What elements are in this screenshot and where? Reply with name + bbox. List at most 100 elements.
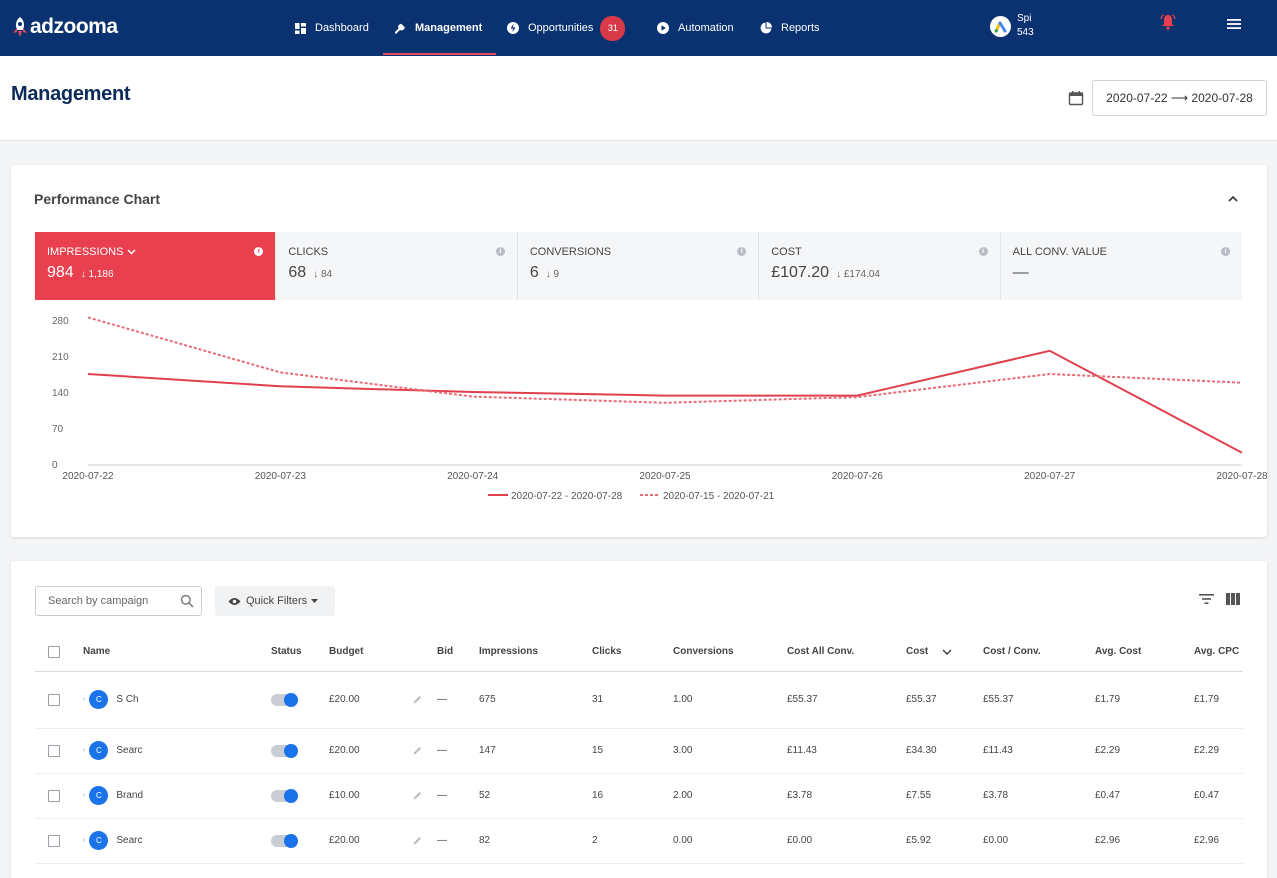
metric-label: ALL CONV. VALUE xyxy=(1012,246,1107,258)
column-header-avg-cost[interactable]: Avg. Cost xyxy=(1095,633,1194,672)
expand-caret-icon[interactable]: › xyxy=(83,792,86,799)
nav-item-reports[interactable]: Reports xyxy=(749,0,839,56)
budget-value: £10.00 xyxy=(329,790,360,802)
avg-cpc-cell: £0.47 xyxy=(1194,773,1243,819)
column-header-status[interactable]: Status xyxy=(271,633,329,672)
campaign-name[interactable]: S Ch xyxy=(116,694,139,705)
metric-tab-conversions[interactable]: CONVERSIONS i 6 ↓ 9 xyxy=(517,232,760,300)
status-toggle[interactable] xyxy=(271,833,298,848)
pencil-icon[interactable] xyxy=(412,790,423,801)
filter-icon[interactable] xyxy=(1199,593,1214,605)
info-icon[interactable]: i xyxy=(1221,247,1231,256)
columns-icon[interactable] xyxy=(1226,593,1240,605)
metric-tab-impressions[interactable]: IMPRESSIONS i 984 ↓ 1,186 xyxy=(35,232,277,300)
cost-per-conv-cell: £11.43 xyxy=(983,728,1095,774)
chevron-up-icon[interactable] xyxy=(1227,193,1239,205)
metric-previous: ↓ 84 xyxy=(313,269,333,280)
clicks-cell: 31 xyxy=(592,671,673,729)
nav-item-automation[interactable]: Automation xyxy=(646,0,749,56)
info-icon[interactable]: i xyxy=(254,247,264,256)
bell-icon[interactable] xyxy=(1159,13,1177,31)
status-toggle[interactable] xyxy=(271,743,298,758)
campaign-search xyxy=(35,586,202,616)
cost-cell: £5.92 xyxy=(906,818,983,864)
campaign-name[interactable]: Searc xyxy=(116,835,143,846)
campaign-type-avatar: C xyxy=(89,786,109,805)
series-line-current[interactable] xyxy=(87,349,1243,454)
metric-tab-clicks[interactable]: CLICKS i 68 ↓ 84 xyxy=(276,232,518,300)
avg-cost-cell: £0.47 xyxy=(1095,773,1194,819)
nav-item-opportunities[interactable]: Opportunities 31 xyxy=(496,0,646,56)
row-select-cell xyxy=(35,773,83,819)
opportunities-count-badge: 31 xyxy=(600,15,626,41)
x-tick-label: 2020-07-27 xyxy=(1024,471,1076,482)
calendar-icon[interactable] xyxy=(1068,90,1084,106)
campaign-name[interactable]: Brand xyxy=(116,790,144,801)
column-header-cost-all-conv[interactable]: Cost All Conv. xyxy=(787,633,906,672)
search-input[interactable] xyxy=(48,587,178,615)
metric-tab-all-conv-value[interactable]: ALL CONV. VALUE i — xyxy=(1000,232,1243,300)
info-icon[interactable]: i xyxy=(495,247,505,256)
google-ads-logo xyxy=(990,15,1011,37)
conversions-cell: 2.00 xyxy=(673,773,787,819)
status-cell xyxy=(271,671,329,729)
row-checkbox[interactable] xyxy=(48,693,60,706)
impressions-cell: 82 xyxy=(479,818,592,864)
date-range-picker[interactable]: 2020-07-22 ⟶ 2020-07-28 xyxy=(1092,80,1267,116)
column-header-avg-cpc[interactable]: Avg. CPC xyxy=(1194,633,1243,672)
table-row[interactable]: › C Searc £20.00—147 15 3.00 £11.43 £34.30 £11.4… xyxy=(35,728,1243,774)
status-toggle[interactable] xyxy=(271,692,298,707)
table-row[interactable]: › C S Ch £20.00—675 31 1.00 £55.37 £55.37 £55.37… xyxy=(35,671,1243,729)
row-checkbox[interactable] xyxy=(48,789,60,802)
menu-icon[interactable] xyxy=(1227,18,1241,30)
pie-chart-icon xyxy=(760,22,772,34)
info-icon[interactable]: i xyxy=(978,247,988,256)
column-header-cost-per-conv[interactable]: Cost / Conv. xyxy=(983,633,1095,672)
column-header-conversions[interactable]: Conversions xyxy=(673,633,787,672)
nav-item-dashboard[interactable]: Dashboard xyxy=(283,0,383,56)
conversions-cell: 3.00 xyxy=(673,728,787,774)
chevron-down-icon[interactable] xyxy=(127,249,136,255)
account-switcher[interactable]: Spi 543 xyxy=(990,12,1034,40)
series-line-previous[interactable] xyxy=(87,316,1243,404)
table-row[interactable]: › C Brand £10.00—52 16 2.00 £3.78 £7.55 £3.78 £0.… xyxy=(35,773,1243,819)
expand-caret-icon[interactable]: › xyxy=(83,747,86,754)
campaign-name[interactable]: Searc xyxy=(116,745,143,756)
metric-label: CLICKS xyxy=(288,246,329,258)
column-header-name[interactable]: Name xyxy=(83,633,271,672)
column-header-cost[interactable]: Cost xyxy=(906,633,983,672)
y-tick-label: 280 xyxy=(52,316,69,327)
quick-filters-label: Quick Filters xyxy=(246,595,308,607)
metric-tab-cost[interactable]: COST i £107.20 ↓ £174.04 xyxy=(759,232,1001,300)
expand-caret-icon[interactable]: › xyxy=(83,696,86,703)
y-tick-label: 70 xyxy=(52,424,64,435)
table-row[interactable]: › C Searc £20.00—82 2 0.00 £0.00 £5.92 £0.00 £2.9… xyxy=(35,818,1243,864)
column-header-budget[interactable]: Budget xyxy=(329,633,437,672)
top-navigation-bar: adzooma Dashboard Management Opportuniti… xyxy=(0,0,1277,56)
column-header-bid[interactable]: Bid xyxy=(437,633,479,672)
budget-cell: £20.00 xyxy=(329,671,437,729)
table-header-row: Name Status Budget Bid Impressions Click… xyxy=(35,633,1243,672)
pencil-icon[interactable] xyxy=(412,694,423,705)
quick-filters-button[interactable]: Quick Filters xyxy=(215,586,335,616)
nav-item-management[interactable]: Management xyxy=(383,0,496,56)
sort-chevron-icon[interactable] xyxy=(942,648,952,656)
row-checkbox[interactable] xyxy=(48,834,60,847)
page-header: Management 2020-07-22 ⟶ 2020-07-28 xyxy=(0,56,1277,141)
column-header-impressions[interactable]: Impressions xyxy=(479,633,592,672)
conversions-cell: 0.00 xyxy=(673,818,787,864)
pencil-icon[interactable] xyxy=(412,745,423,756)
expand-caret-icon[interactable]: › xyxy=(83,837,86,844)
adzooma-logo[interactable]: adzooma xyxy=(12,11,118,43)
row-checkbox[interactable] xyxy=(48,744,60,757)
search-icon[interactable] xyxy=(180,594,194,608)
column-header-clicks[interactable]: Clicks xyxy=(592,633,673,672)
select-all-checkbox[interactable] xyxy=(48,645,60,658)
pencil-icon[interactable] xyxy=(412,835,423,846)
y-tick-label: 0 xyxy=(52,460,58,471)
info-icon[interactable]: i xyxy=(737,247,747,256)
metric-previous: ↓ 9 xyxy=(545,269,560,280)
performance-chart-title: Performance Chart xyxy=(34,191,161,207)
status-toggle[interactable] xyxy=(271,788,298,803)
page-title: Management xyxy=(11,83,131,105)
